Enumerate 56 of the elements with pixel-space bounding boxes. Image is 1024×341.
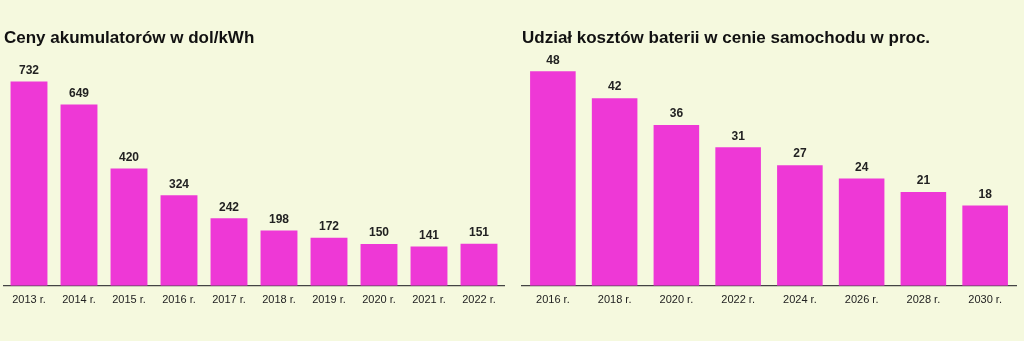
chart-title: Udział kosztów baterii w cenie samochodu w proc. (522, 27, 931, 47)
data-label: 48 (546, 52, 560, 67)
bar (900, 191, 947, 286)
x-tick-label: 2022 r. (462, 293, 496, 306)
x-tick-label: 2020 r. (659, 293, 694, 306)
bar (360, 243, 398, 286)
x-tick-label: 2016 r. (162, 293, 196, 306)
x-tick-label: 2020 r. (362, 293, 396, 306)
bar (10, 81, 48, 286)
x-tick-label: 2013 r. (12, 293, 46, 306)
data-label: 324 (168, 176, 190, 191)
bar (260, 230, 298, 286)
data-label: 172 (318, 219, 340, 234)
data-label: 151 (468, 224, 490, 239)
x-tick-label: 2014 r. (62, 293, 96, 306)
data-label: 649 (68, 85, 90, 100)
x-tick-label: 2019 r. (312, 293, 346, 306)
bar (460, 243, 498, 286)
x-tick-label: 2030 r. (968, 293, 1002, 306)
x-tick-label: 2022 r. (721, 293, 755, 306)
x-tick-label: 2016 r. (536, 293, 570, 306)
bar (210, 218, 248, 286)
bar (962, 205, 1008, 286)
x-tick-label: 2015 r. (112, 293, 146, 306)
bar (410, 246, 448, 286)
chart-title: Ceny akumulatorów w dol/kWh (4, 27, 255, 47)
bar (530, 71, 576, 286)
data-label: 31 (731, 128, 746, 143)
x-tick-label: 2018 r. (262, 293, 296, 306)
bar (777, 165, 823, 286)
data-label: 420 (118, 149, 140, 164)
data-label: 42 (607, 79, 622, 94)
bar (715, 147, 761, 286)
x-tick-label: 2018 r. (597, 293, 632, 306)
x-tick-label: 2026 r. (844, 293, 879, 306)
data-label: 27 (793, 146, 807, 161)
bar (591, 98, 638, 286)
data-label: 150 (368, 225, 390, 240)
data-label: 141 (418, 227, 440, 242)
bar (110, 168, 148, 286)
data-label: 242 (218, 199, 240, 214)
bar (653, 124, 700, 286)
data-label: 36 (669, 106, 684, 121)
x-tick-label: 2024 r. (783, 293, 817, 306)
x-tick-label: 2017 r. (212, 293, 246, 306)
data-label: 21 (916, 173, 931, 188)
data-label: 18 (978, 186, 993, 201)
data-label: 24 (854, 159, 869, 174)
bar (838, 178, 885, 286)
bar (310, 237, 348, 286)
bar (60, 104, 98, 286)
bar (160, 195, 198, 286)
data-label: 198 (268, 211, 290, 226)
data-label: 732 (18, 62, 40, 77)
x-tick-label: 2021 r. (412, 293, 446, 306)
x-tick-label: 2028 r. (906, 293, 941, 306)
